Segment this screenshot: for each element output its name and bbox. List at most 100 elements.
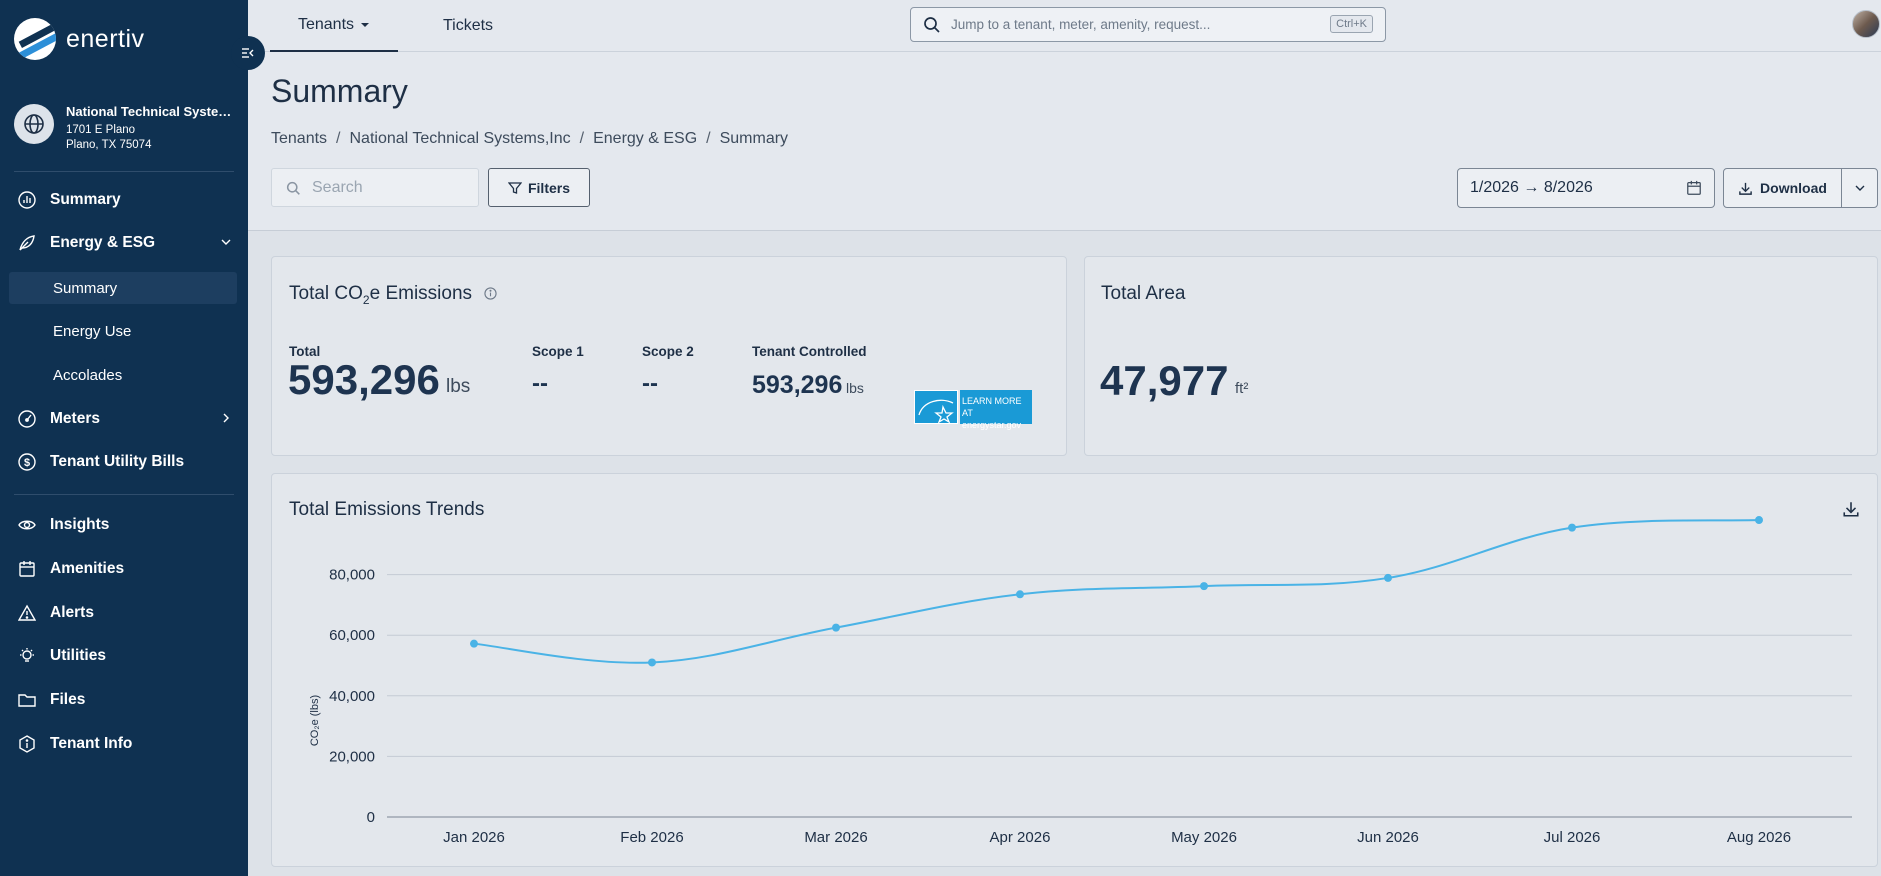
sidebar-item-amenities[interactable]: Amenities: [0, 551, 248, 587]
x-tick-label: May 2026: [1171, 829, 1237, 846]
enertiv-logo[interactable]: enertiv: [14, 18, 145, 60]
logo-mark-icon: [14, 18, 56, 60]
filters-label: Filters: [527, 179, 570, 196]
sidebar-subitem-label: Summary: [53, 279, 118, 297]
sidebar-subitem-accolades[interactable]: Accolades: [9, 359, 237, 391]
breadcrumb: Tenants / National Technical Systems,Inc…: [271, 130, 788, 148]
gauge-icon: [18, 410, 36, 428]
globe-icon: [14, 104, 54, 144]
tab-tickets[interactable]: Tickets: [418, 0, 518, 52]
total-emissions-card: Total CO2e Emissions Total 593,296 lbs S…: [271, 256, 1067, 456]
energy-star-logo-icon: [914, 390, 958, 424]
sidebar-item-files[interactable]: Files: [0, 682, 248, 718]
sidebar-item-label: Meters: [50, 410, 100, 427]
tab-tenants[interactable]: Tenants: [270, 0, 398, 52]
sidebar-item-utilities[interactable]: Utilities: [0, 638, 248, 674]
title-subscript: 2: [362, 292, 370, 307]
chevron-down-icon: [1855, 185, 1864, 191]
global-search-input[interactable]: Jump to a tenant, meter, amenity, reques…: [910, 7, 1386, 42]
date-range-picker[interactable]: 1/2026 → 8/2026: [1457, 168, 1715, 208]
chart-circle-icon: [18, 191, 36, 209]
total-area-card: Total Area 47,977 ft²: [1084, 256, 1878, 456]
calendar-icon: [1687, 180, 1701, 195]
sidebar-subitem-energy-use[interactable]: Energy Use: [9, 315, 237, 347]
search-input[interactable]: Search: [271, 168, 479, 207]
global-search-placeholder: Jump to a tenant, meter, amenity, reques…: [951, 17, 1211, 32]
tenant-controlled-value: 593,296: [752, 371, 843, 399]
sidebar-item-tenant-info[interactable]: Tenant Info: [0, 726, 248, 762]
scope2-label: Scope 2: [642, 344, 694, 359]
site-name: National Technical Systems,Inc: [66, 104, 236, 119]
chevron-right-icon: [220, 411, 232, 429]
sidebar-item-alerts[interactable]: Alerts: [0, 595, 248, 631]
area-unit: ft²: [1235, 380, 1249, 397]
breadcrumb-item-summary: Summary: [719, 130, 789, 147]
sidebar-item-label: Amenities: [50, 560, 125, 577]
sidebar: enertiv National Technical Systems,Inc 1…: [0, 0, 248, 876]
calendar-icon: [18, 560, 36, 578]
y-tick-label: 40,000: [329, 688, 375, 705]
x-tick-label: Jun 2026: [1357, 829, 1419, 846]
data-point: [1200, 582, 1208, 591]
breadcrumb-item-energy-esg[interactable]: Energy & ESG: [593, 130, 698, 147]
filters-button[interactable]: Filters: [488, 168, 590, 207]
y-tick-label: 20,000: [329, 748, 375, 765]
chevron-down-icon: [220, 235, 232, 253]
download-icon: [1739, 182, 1752, 195]
data-point: [1384, 573, 1392, 582]
scope1-label: Scope 1: [532, 344, 584, 359]
tenant-controlled-unit: lbs: [846, 380, 864, 396]
area-value: 47,977: [1100, 357, 1229, 404]
filter-icon: [507, 181, 522, 194]
y-tick-label: 0: [367, 809, 375, 826]
sidebar-subitem-label: Energy Use: [53, 322, 132, 340]
leaf-icon: [18, 234, 36, 252]
download-options-button[interactable]: [1841, 168, 1878, 208]
warning-icon: [18, 604, 36, 622]
user-avatar[interactable]: [1852, 10, 1880, 38]
sidebar-item-insights[interactable]: Insights: [0, 507, 248, 543]
sidebar-collapse-button[interactable]: [231, 36, 265, 70]
scope2-value: --: [642, 370, 658, 397]
breadcrumb-item-tenants[interactable]: Tenants: [271, 130, 328, 147]
svg-text:$: $: [24, 457, 30, 469]
sidebar-item-energy-esg[interactable]: Energy & ESG: [0, 225, 248, 261]
sidebar-divider: [14, 494, 234, 495]
sidebar-subitem-summary[interactable]: Summary: [9, 272, 237, 304]
caret-down-icon: [361, 23, 370, 27]
chart-download-icon[interactable]: [1842, 500, 1860, 518]
sidebar-item-label: Tenant Utility Bills: [50, 453, 185, 470]
sidebar-item-meters[interactable]: Meters: [0, 401, 248, 437]
data-point: [648, 658, 656, 667]
x-tick-label: Jul 2026: [1544, 829, 1601, 846]
title-part: Total CO: [289, 283, 363, 304]
download-button[interactable]: Download: [1723, 168, 1842, 208]
total-label: Total: [289, 344, 321, 359]
energy-star-badge[interactable]: LEARN MORE AT energystar.gov: [914, 390, 1034, 430]
sidebar-item-tenant-utility-bills[interactable]: $ Tenant Utility Bills: [0, 444, 248, 480]
energy-star-line1: LEARN MORE AT: [962, 396, 1022, 418]
emissions-trend-card: Total Emissions Trends 0 20,000 40,000 60,0…: [271, 473, 1878, 867]
page-title: Summary: [271, 73, 408, 109]
trend-card-title: Total Emissions Trends: [289, 499, 485, 520]
sidebar-item-summary[interactable]: Summary: [0, 182, 248, 218]
sidebar-item-label: Utilities: [50, 647, 106, 664]
breadcrumb-item-tenant[interactable]: National Technical Systems,Inc: [349, 130, 571, 147]
title-part: e Emissions: [369, 283, 473, 304]
total-value: 593,296: [288, 356, 440, 403]
sidebar-subitem-label: Accolades: [53, 366, 123, 384]
sidebar-item-label: Alerts: [50, 604, 94, 621]
date-range-value: 1/2026 → 8/2026: [1470, 179, 1593, 196]
sidebar-item-label: Files: [50, 691, 86, 708]
data-point: [1568, 523, 1576, 532]
sidebar-item-label: Summary: [50, 191, 121, 208]
sidebar-divider: [14, 171, 234, 172]
data-point: [470, 639, 478, 648]
site-address-line2: Plano, TX 75074: [66, 139, 152, 151]
data-point: [1016, 590, 1024, 599]
breadcrumb-separator: /: [706, 130, 711, 147]
info-icon[interactable]: [484, 287, 497, 300]
site-selector[interactable]: National Technical Systems,Inc 1701 E Pl…: [14, 102, 236, 153]
sidebar-item-label: Insights: [50, 516, 110, 533]
y-axis-label: CO₂e (lbs): [309, 695, 321, 746]
